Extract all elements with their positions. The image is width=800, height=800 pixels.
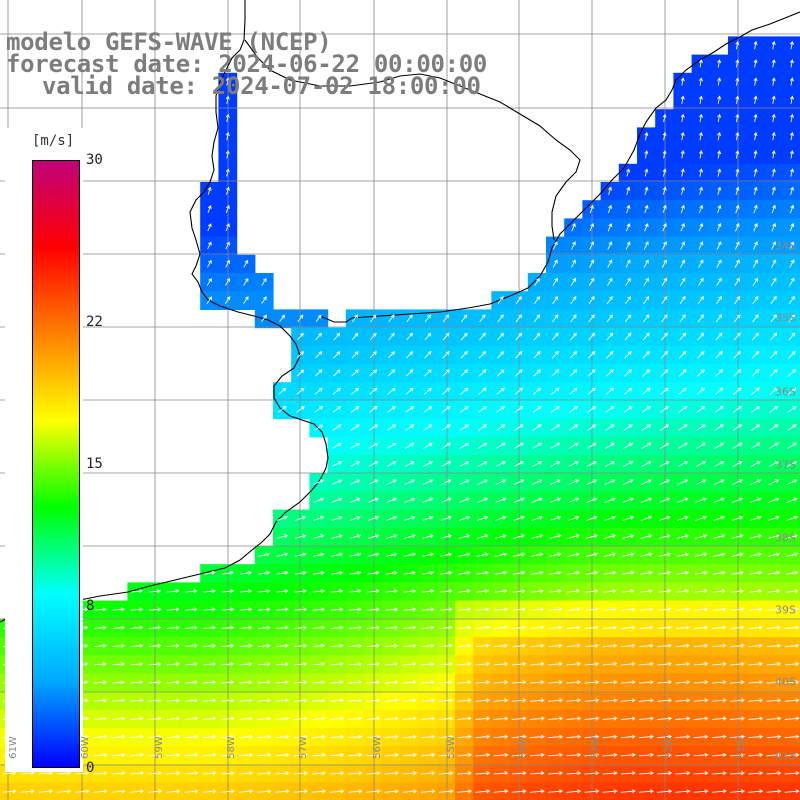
longitude-label: 52W [663, 736, 675, 759]
colorbar-tick-label: 0 [86, 760, 95, 776]
colorbar [32, 160, 80, 768]
longitude-label: 53W [589, 736, 601, 759]
longitude-label: 51W [735, 736, 747, 759]
longitude-label: 54W [517, 736, 529, 759]
latitude-label: 41S [775, 749, 796, 763]
header-line-model: modelo GEFS-WAVE (NCEP) [6, 28, 332, 56]
longitude-label: 61W [7, 736, 19, 759]
longitude-label: 60W [79, 736, 91, 759]
latitude-label: 40S [775, 675, 796, 689]
latitude-label: 38S [775, 531, 796, 545]
longitude-label: 58W [225, 736, 237, 759]
longitude-label: 59W [153, 736, 165, 759]
header-line-valid-date: valid date: 2024-07-02 18:00:00 [42, 72, 481, 100]
colorbar-tick-label: 8 [86, 597, 95, 614]
latitude-label: 34S [775, 239, 796, 253]
latitude-label: 36S [775, 385, 796, 399]
latitude-label: 39S [775, 603, 796, 617]
colorbar-unit: [m/s] [32, 133, 75, 149]
longitude-label: 57W [297, 736, 309, 759]
colorbar-tick-label: 30 [86, 152, 103, 168]
longitude-label: 55W [445, 736, 457, 759]
colorbar-tick-label: 22 [86, 314, 103, 331]
longitude-label: 56W [371, 736, 383, 759]
header-line-forecast-date: forecast date: 2024-06-22 00:00:00 [6, 50, 488, 78]
coastline [319, 315, 353, 323]
coastline [244, 39, 581, 241]
colorbar-tick-label: 15 [86, 456, 103, 472]
latitude-label: 37S [775, 458, 796, 472]
latitude-label: 35S [775, 311, 796, 325]
coastline [351, 11, 800, 319]
coastline [0, 0, 329, 623]
